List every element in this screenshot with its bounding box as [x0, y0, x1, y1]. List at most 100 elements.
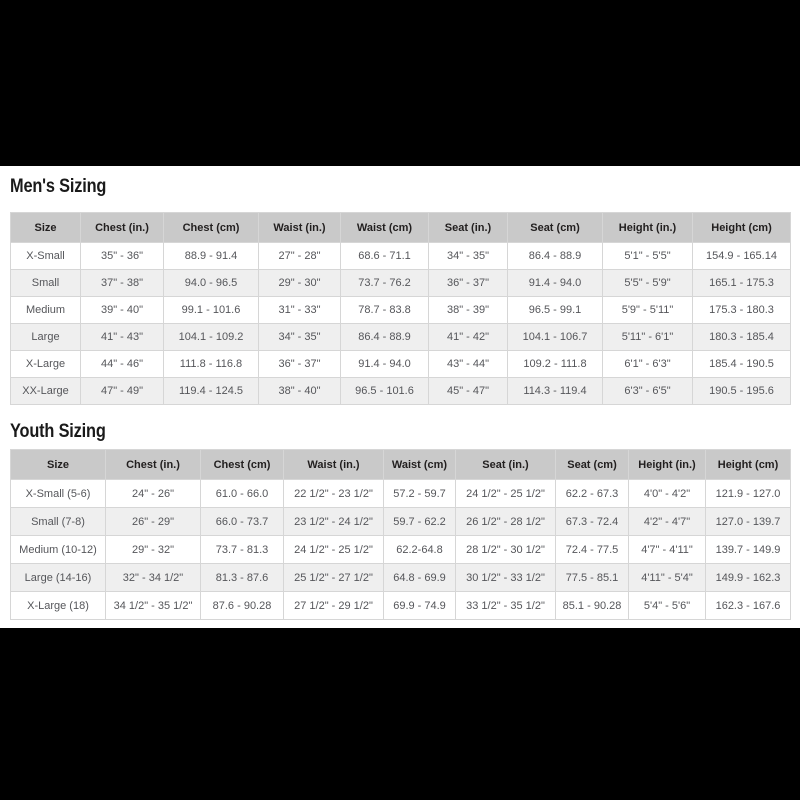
value-cell: 31" - 33" [258, 296, 341, 324]
column-header: Size [10, 212, 81, 243]
value-cell: 67.3 - 72.4 [555, 507, 629, 536]
value-cell: 78.7 - 83.8 [340, 296, 429, 324]
value-cell: 23 1/2" - 24 1/2" [283, 507, 384, 536]
column-header: Waist (in.) [283, 449, 384, 480]
value-cell: 88.9 - 91.4 [163, 242, 259, 270]
value-cell: 165.1 - 175.3 [692, 269, 791, 297]
value-cell: 96.5 - 101.6 [340, 377, 429, 405]
table-row: Small (7-8) 26" - 29" 66.0 - 73.7 23 1/2" -… [10, 507, 791, 536]
size-cell: X-Large [10, 350, 81, 378]
value-cell: 86.4 - 88.9 [340, 323, 429, 351]
value-cell: 91.4 - 94.0 [340, 350, 429, 378]
value-cell: 6'3" - 6'5" [602, 377, 693, 405]
value-cell: 26" - 29" [105, 507, 201, 536]
column-header: Seat (in.) [455, 449, 556, 480]
value-cell: 96.5 - 99.1 [507, 296, 603, 324]
value-cell: 180.3 - 185.4 [692, 323, 791, 351]
value-cell: 64.8 - 69.9 [383, 563, 456, 592]
column-header: Seat (cm) [507, 212, 603, 243]
value-cell: 119.4 - 124.5 [163, 377, 259, 405]
value-cell: 35" - 36" [80, 242, 164, 270]
size-cell: Small (7-8) [10, 507, 106, 536]
value-cell: 34 1/2" - 35 1/2" [105, 591, 201, 620]
header-row: Size Chest (in.) Chest (cm) Waist (in.) Wais… [10, 212, 791, 243]
youth-sizing-table: Size Chest (in.) Chest (cm) Waist (in.) Wais… [10, 449, 791, 620]
youth-sizing-heading-text: Youth Sizing [10, 421, 106, 442]
value-cell: 22 1/2" - 23 1/2" [283, 479, 384, 508]
value-cell: 185.4 - 190.5 [692, 350, 791, 378]
value-cell: 28 1/2" - 30 1/2" [455, 535, 556, 564]
youth-sizing-heading: Youth Sizing [10, 421, 790, 443]
column-header: Waist (cm) [340, 212, 429, 243]
column-header: Waist (cm) [383, 449, 456, 480]
value-cell: 104.1 - 106.7 [507, 323, 603, 351]
value-cell: 45" - 47" [428, 377, 508, 405]
value-cell: 69.9 - 74.9 [383, 591, 456, 620]
value-cell: 38" - 39" [428, 296, 508, 324]
value-cell: 4'7" - 4'11" [628, 535, 706, 564]
value-cell: 81.3 - 87.6 [200, 563, 284, 592]
value-cell: 61.0 - 66.0 [200, 479, 284, 508]
column-header: Height (cm) [692, 212, 791, 243]
top-black-region [0, 0, 800, 166]
value-cell: 149.9 - 162.3 [705, 563, 791, 592]
value-cell: 72.4 - 77.5 [555, 535, 629, 564]
column-header: Waist (in.) [258, 212, 341, 243]
column-header: Chest (in.) [80, 212, 164, 243]
value-cell: 29" - 32" [105, 535, 201, 564]
header-row: Size Chest (in.) Chest (cm) Waist (in.) Wais… [10, 449, 791, 480]
size-cell: Large (14-16) [10, 563, 106, 592]
value-cell: 29" - 30" [258, 269, 341, 297]
value-cell: 4'11" - 5'4" [628, 563, 706, 592]
value-cell: 4'2" - 4'7" [628, 507, 706, 536]
value-cell: 27 1/2" - 29 1/2" [283, 591, 384, 620]
table-row: Large 41" - 43" 104.1 - 109.2 34" - 35" 86.4… [10, 323, 791, 351]
value-cell: 38" - 40" [258, 377, 341, 405]
value-cell: 91.4 - 94.0 [507, 269, 603, 297]
value-cell: 94.0 - 96.5 [163, 269, 259, 297]
mens-sizing-heading: Men's Sizing [10, 176, 790, 198]
value-cell: 34" - 35" [428, 242, 508, 270]
value-cell: 39" - 40" [80, 296, 164, 324]
column-header: Seat (in.) [428, 212, 508, 243]
value-cell: 77.5 - 85.1 [555, 563, 629, 592]
value-cell: 34" - 35" [258, 323, 341, 351]
value-cell: 62.2 - 67.3 [555, 479, 629, 508]
table-row: X-Small (5-6) 24" - 26" 61.0 - 66.0 22 1/2"… [10, 479, 791, 508]
column-header: Size [10, 449, 106, 480]
mens-sizing-table: Size Chest (in.) Chest (cm) Waist (in.) Wais… [10, 212, 791, 405]
value-cell: 5'5" - 5'9" [602, 269, 693, 297]
value-cell: 121.9 - 127.0 [705, 479, 791, 508]
value-cell: 109.2 - 111.8 [507, 350, 603, 378]
value-cell: 59.7 - 62.2 [383, 507, 456, 536]
value-cell: 36" - 37" [428, 269, 508, 297]
column-header: Height (in.) [628, 449, 706, 480]
table-row: X-Small 35" - 36" 88.9 - 91.4 27" - 28" 68.6… [10, 242, 791, 270]
value-cell: 190.5 - 195.6 [692, 377, 791, 405]
bottom-black-region [0, 628, 800, 800]
value-cell: 66.0 - 73.7 [200, 507, 284, 536]
value-cell: 73.7 - 81.3 [200, 535, 284, 564]
size-cell: Small [10, 269, 81, 297]
value-cell: 5'11" - 6'1" [602, 323, 693, 351]
value-cell: 32" - 34 1/2" [105, 563, 201, 592]
value-cell: 68.6 - 71.1 [340, 242, 429, 270]
size-cell: Medium (10-12) [10, 535, 106, 564]
value-cell: 5'9" - 5'11" [602, 296, 693, 324]
table-row: Large (14-16) 32" - 34 1/2" 81.3 - 87.6 25 … [10, 563, 791, 592]
value-cell: 41" - 42" [428, 323, 508, 351]
table-row: Small 37" - 38" 94.0 - 96.5 29" - 30" 73.7 -… [10, 269, 791, 297]
size-cell: Large [10, 323, 81, 351]
value-cell: 24 1/2" - 25 1/2" [283, 535, 384, 564]
column-header: Chest (in.) [105, 449, 201, 480]
value-cell: 4'0" - 4'2" [628, 479, 706, 508]
value-cell: 86.4 - 88.9 [507, 242, 603, 270]
value-cell: 27" - 28" [258, 242, 341, 270]
value-cell: 154.9 - 165.14 [692, 242, 791, 270]
value-cell: 41" - 43" [80, 323, 164, 351]
value-cell: 111.8 - 116.8 [163, 350, 259, 378]
size-cell: X-Small (5-6) [10, 479, 106, 508]
size-cell: X-Large (18) [10, 591, 106, 620]
size-cell: X-Small [10, 242, 81, 270]
value-cell: 33 1/2" - 35 1/2" [455, 591, 556, 620]
